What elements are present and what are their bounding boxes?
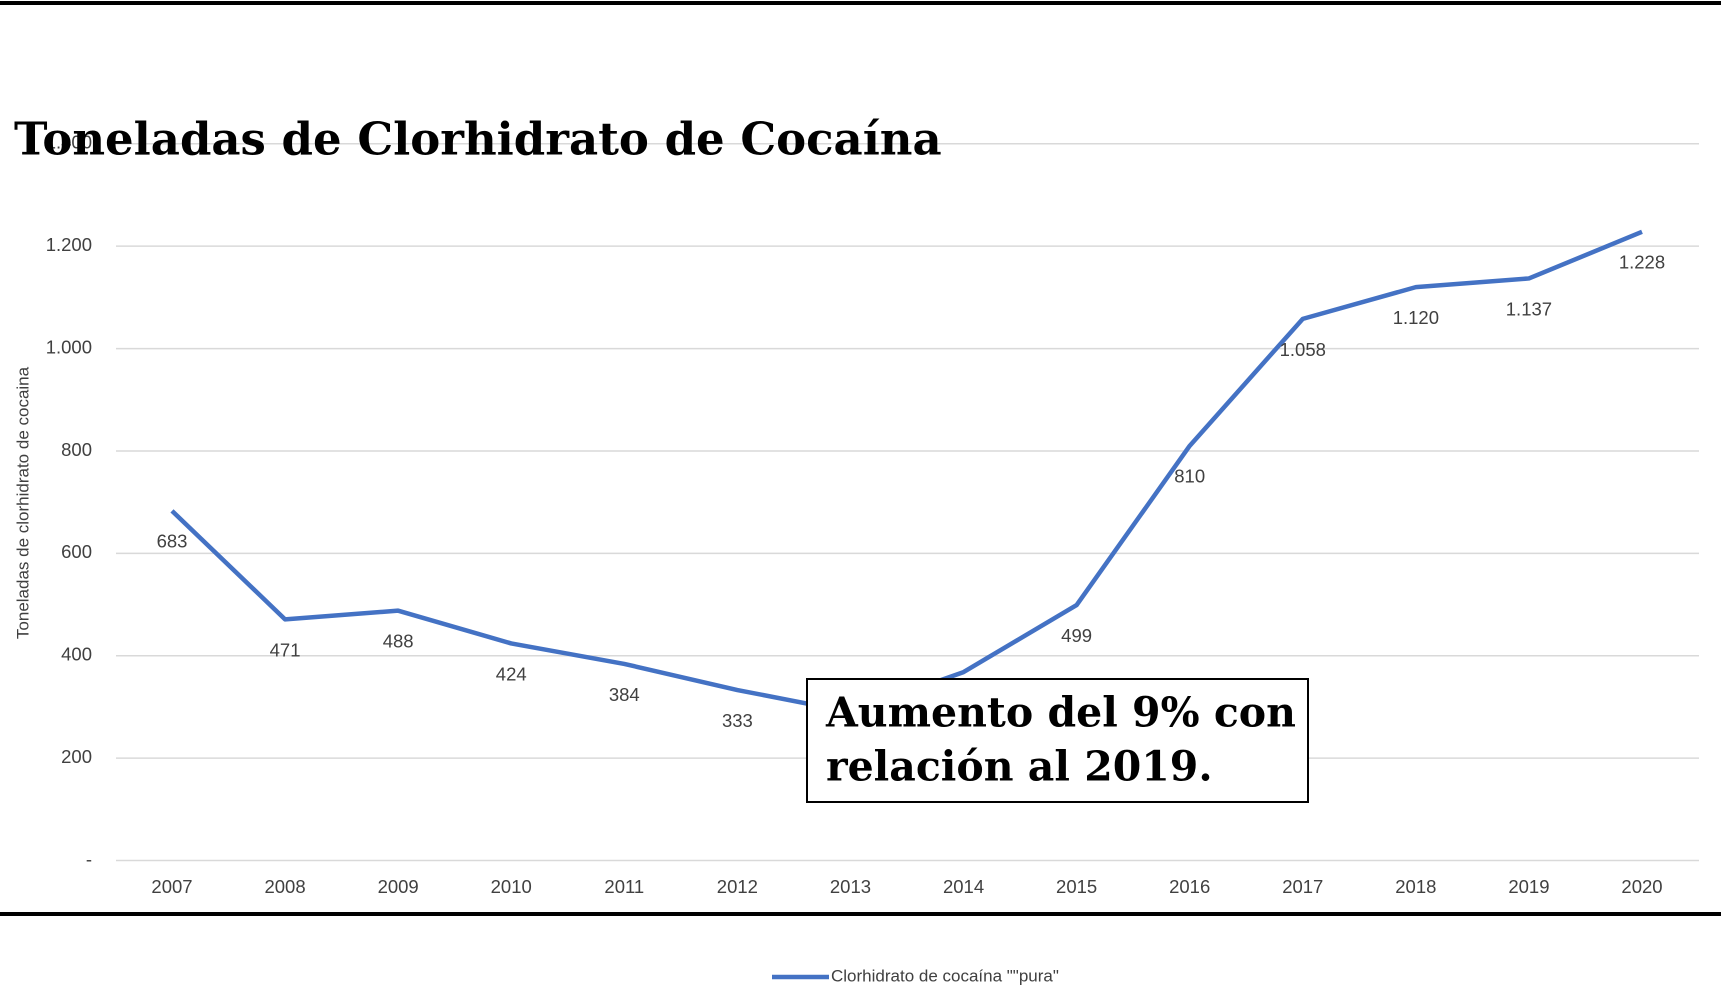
x-tick-label: 2011 [604,876,644,897]
data-label: 333 [722,710,753,731]
x-tick-label: 2014 [943,876,984,897]
data-label: 499 [1061,625,1092,646]
x-tick-label: 2007 [151,876,192,897]
data-label: 424 [496,663,527,684]
x-tick-label: 2020 [1621,876,1662,897]
x-tick-label: 2008 [264,876,305,897]
y-axis-label: Toneladas de clorhidrato de cocaina [13,366,32,639]
x-tick-label: 2016 [1169,876,1210,897]
y-tick-label: - [86,848,92,869]
y-tick-label: 400 [61,644,92,665]
chart-title: Toneladas de Clorhidrato de Cocaína [14,113,942,166]
data-label: 1.228 [1619,252,1665,273]
data-label: 810 [1174,466,1205,487]
y-tick-label: 600 [61,541,92,562]
legend-label: Clorhidrato de cocaína ""pura" [831,966,1059,985]
x-tick-label: 2013 [830,876,871,897]
x-tick-label: 2012 [717,876,758,897]
data-label: 488 [383,631,414,652]
x-tick-label: 2015 [1056,876,1097,897]
data-label: 1.058 [1280,339,1326,360]
y-tick-label: 800 [61,439,92,460]
y-tick-label: 1.000 [46,336,92,357]
data-label: 384 [609,684,640,705]
x-tick-label: 2017 [1282,876,1323,897]
data-label: 1.120 [1393,307,1439,328]
x-tick-label: 2019 [1508,876,1549,897]
data-label: 683 [157,531,188,552]
annotation-box [806,678,1309,803]
x-tick-label: 2010 [491,876,532,897]
data-label: 471 [270,639,301,660]
data-label: 1.137 [1506,298,1552,319]
y-tick-label: 1.200 [46,234,92,255]
y-tick-label: 200 [61,746,92,767]
annotation-text: relación al 2019. [826,743,1213,791]
x-tick-label: 2009 [378,876,419,897]
annotation-text: Aumento del 9% con [825,689,1296,737]
y-tick-label: 1.400 [46,132,92,153]
x-tick-label: 2018 [1395,876,1436,897]
